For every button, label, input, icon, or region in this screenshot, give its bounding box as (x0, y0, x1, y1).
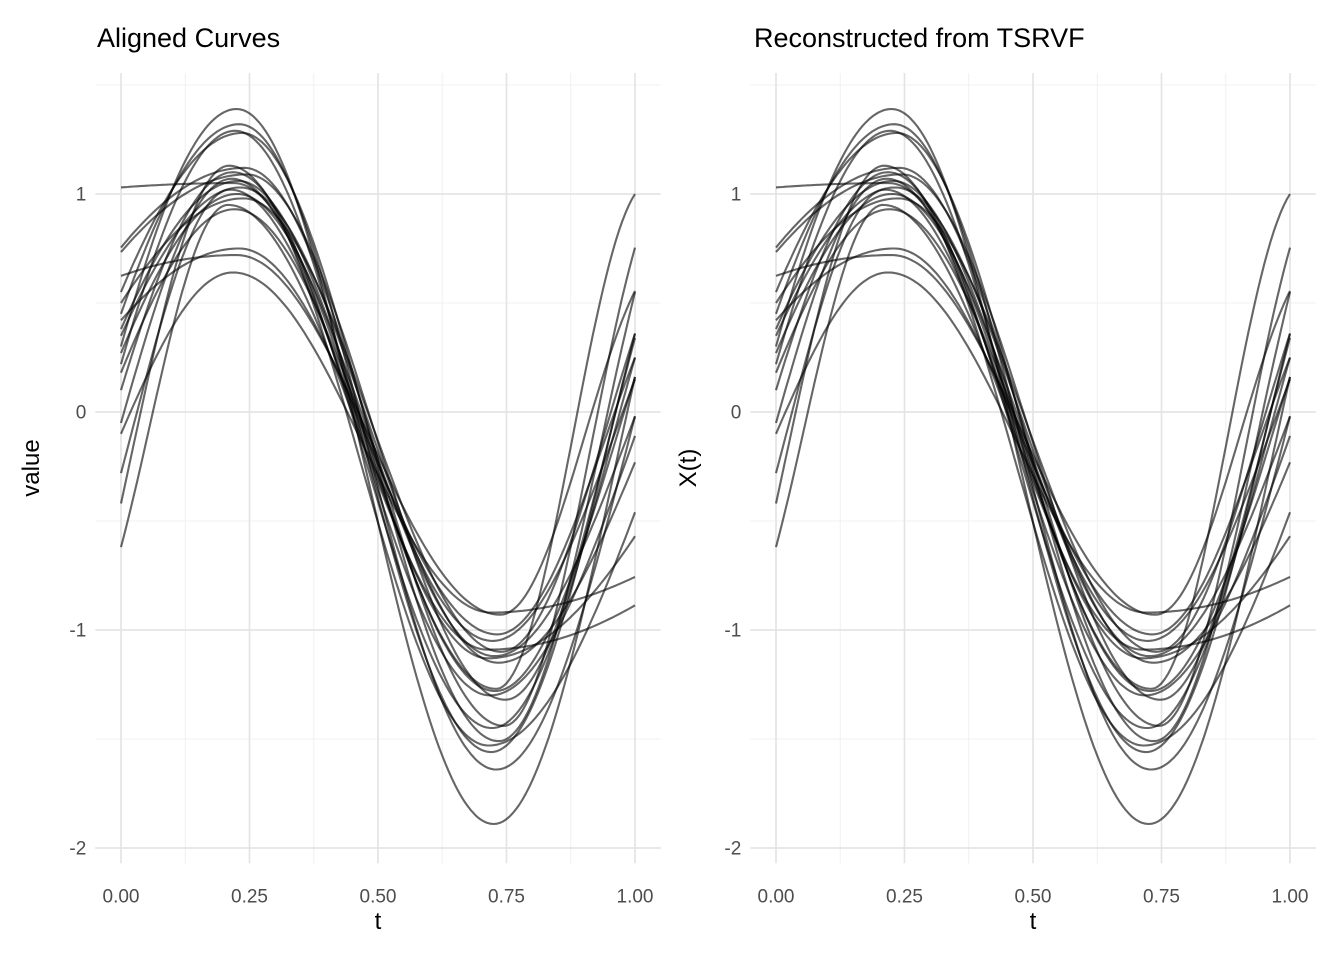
y-tick-label: 1 (76, 185, 87, 206)
curve-20 (775, 271, 1291, 614)
right-y-axis-title: X(t) (675, 448, 702, 488)
x-tick-label: 0.00 (758, 886, 795, 907)
curve-19 (775, 253, 1291, 616)
curve-18 (120, 247, 636, 636)
x-tick-label: 0.75 (1143, 886, 1180, 907)
tick-labels: 1 0 -1 -2 0.00 0.25 0.50 0.75 1.00 (69, 185, 653, 908)
curves (774, 107, 1292, 826)
curve-20 (120, 271, 636, 614)
left-x-axis-title: t (374, 908, 382, 935)
right-x-axis-title: t (1029, 908, 1037, 935)
y-tick-label: -1 (724, 621, 741, 642)
curve-15 (120, 197, 637, 653)
left-plot-title: Aligned Curves (97, 23, 281, 53)
x-tick-label: 0.50 (1015, 886, 1052, 907)
x-tick-label: 0.50 (360, 886, 397, 907)
curve-7 (774, 171, 1292, 730)
curve-12 (120, 186, 636, 664)
right-plot-title: Reconstructed from TSRVF (754, 23, 1085, 53)
curve-15 (775, 197, 1292, 653)
curve-19 (120, 253, 636, 616)
y-tick-label: 0 (731, 403, 742, 424)
x-tick-label: 0.25 (231, 886, 268, 907)
y-tick-label: -2 (69, 839, 86, 860)
curve-18 (775, 247, 1291, 636)
left-y-axis-title: value (18, 439, 45, 497)
curve-14 (120, 192, 636, 658)
y-tick-label: -2 (724, 839, 741, 860)
y-tick-label: 0 (76, 403, 87, 424)
curve-12 (775, 186, 1291, 664)
y-tick-label: 1 (731, 185, 742, 206)
x-tick-label: 1.00 (1272, 886, 1309, 907)
y-tick-label: -1 (69, 621, 86, 642)
tick-labels: 1 0 -1 -2 0.00 0.25 0.50 0.75 1.00 (724, 185, 1308, 908)
x-tick-label: 0.00 (103, 886, 140, 907)
curve-16 (774, 203, 1291, 651)
x-tick-label: 0.75 (488, 886, 525, 907)
curve-16 (119, 203, 636, 651)
curve-14 (775, 192, 1291, 658)
curves (119, 107, 637, 826)
grid (750, 73, 1316, 864)
grid (95, 73, 661, 864)
x-tick-label: 1.00 (617, 886, 654, 907)
curve-7 (119, 171, 637, 730)
x-tick-label: 0.25 (886, 886, 923, 907)
